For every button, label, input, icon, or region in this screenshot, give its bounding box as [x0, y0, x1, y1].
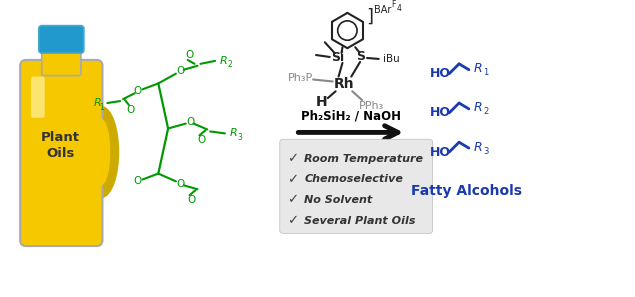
- Text: ✓: ✓: [287, 152, 298, 165]
- Text: R: R: [94, 98, 102, 108]
- Text: O: O: [127, 105, 135, 115]
- Text: 2: 2: [484, 107, 489, 116]
- Text: Ph₂SiH₂ / NaOH: Ph₂SiH₂ / NaOH: [301, 110, 401, 123]
- Text: R: R: [220, 56, 228, 66]
- FancyBboxPatch shape: [39, 26, 84, 53]
- Text: 2: 2: [228, 60, 232, 69]
- Text: S: S: [357, 50, 366, 64]
- Text: R: R: [474, 101, 483, 114]
- Text: F: F: [391, 0, 396, 9]
- Text: R: R: [474, 62, 483, 75]
- Text: iBu: iBu: [383, 54, 399, 64]
- Text: O: O: [187, 195, 196, 205]
- Text: Plant
Oils: Plant Oils: [41, 131, 80, 160]
- Text: Si: Si: [331, 51, 344, 64]
- Text: 3: 3: [484, 146, 489, 156]
- Text: 1: 1: [100, 103, 104, 113]
- Text: PPh₃: PPh₃: [359, 101, 385, 111]
- Text: ✓: ✓: [287, 173, 298, 186]
- Text: O: O: [177, 66, 185, 76]
- Text: O: O: [177, 179, 185, 189]
- Text: 1: 1: [484, 68, 489, 77]
- FancyBboxPatch shape: [280, 139, 432, 233]
- Text: O: O: [185, 50, 194, 60]
- FancyBboxPatch shape: [20, 60, 102, 246]
- Text: H: H: [316, 95, 328, 109]
- Text: HO: HO: [430, 67, 451, 80]
- Text: HO: HO: [430, 146, 451, 159]
- Text: O: O: [133, 86, 142, 96]
- Text: ✓: ✓: [287, 194, 298, 206]
- FancyBboxPatch shape: [31, 77, 44, 118]
- Text: ✓: ✓: [287, 214, 298, 227]
- Text: Room Temperature: Room Temperature: [304, 154, 424, 164]
- Text: ]: ]: [366, 8, 373, 26]
- Text: No Solvent: No Solvent: [304, 195, 373, 205]
- Text: Ph₃P: Ph₃P: [288, 72, 313, 83]
- Text: Rh: Rh: [334, 78, 355, 91]
- Text: Chemoselective: Chemoselective: [304, 174, 403, 184]
- Text: 4: 4: [396, 4, 401, 13]
- Text: O: O: [197, 135, 206, 145]
- Text: BAr: BAr: [374, 5, 391, 15]
- Text: HO: HO: [430, 106, 451, 119]
- Text: Fatty Alcohols: Fatty Alcohols: [411, 184, 523, 198]
- Text: R: R: [474, 140, 483, 154]
- Text: 3: 3: [237, 133, 243, 142]
- Text: O: O: [133, 176, 142, 187]
- FancyBboxPatch shape: [42, 44, 81, 76]
- Text: Several Plant Oils: Several Plant Oils: [304, 216, 416, 226]
- Text: O: O: [187, 117, 195, 127]
- Text: R: R: [230, 128, 237, 138]
